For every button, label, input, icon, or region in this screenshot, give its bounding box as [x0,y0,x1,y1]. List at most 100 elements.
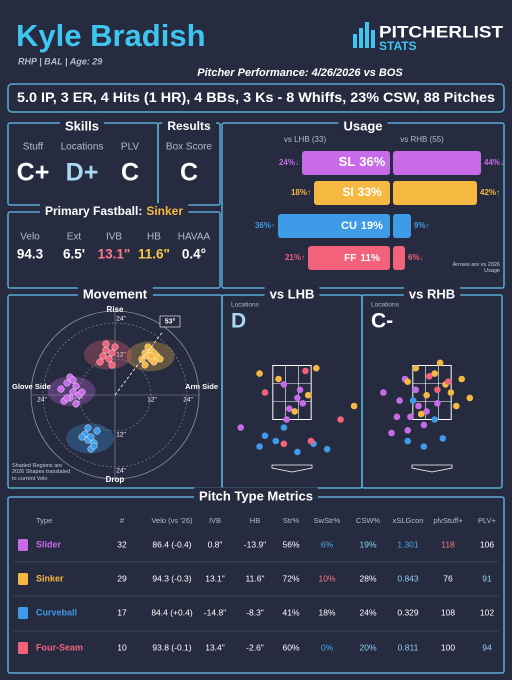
table-cell: 100 [441,642,455,652]
pitch-location [294,448,301,456]
pitch-abbr: SI [342,185,353,199]
pitch-abbr: FF [344,253,356,264]
table-cell: 18% [318,607,335,617]
table-cell: 94 [482,642,492,652]
pitch-location [426,373,433,380]
fastball-title: Primary Fastball: [45,204,142,218]
arm-angle [114,330,164,396]
pitch-location [444,378,452,386]
pitch-point [105,355,113,363]
shaded-region [83,339,132,370]
fastball-label: Ext [67,232,82,243]
title-bg [77,285,153,303]
table-cell: 102 [480,607,494,617]
usage-label-right: 44%↓ [484,158,504,167]
fastball-label: HAVAA [178,232,211,243]
pitch-location [261,432,269,440]
table-cell: 19% [359,539,376,549]
pitch-location [313,364,320,372]
home-plate [411,464,453,473]
table-cell: 93.8 (-0.1) [152,642,191,652]
result-grade: C [180,159,198,187]
pitch-location [417,410,425,418]
pitch-location [415,402,422,410]
pitch-location [439,435,447,442]
usage-label-left: 24%↓ [279,158,299,167]
logo-bar [365,22,369,48]
pitch-location [280,424,288,431]
subtitle: Pitcher Performance: 4/26/2026 vs BOS [197,67,403,79]
table-cell: Slider [36,539,62,549]
pitch-location [291,408,299,415]
pitch-location [393,413,401,421]
location-grade: D [231,310,246,333]
pitch-location [256,370,263,377]
table-cell: 10% [318,573,335,583]
fastball-value: 11.6" [138,247,170,262]
panel-title: Primary Fastball: Sinker [45,204,183,218]
table-cell: 108 [441,607,455,617]
table-cell: 17 [117,607,127,617]
pitch-location [420,443,428,450]
pitch-location [286,405,293,413]
skill-label: Stuff [23,142,44,153]
table-header: # [120,516,125,525]
home-plate [271,464,313,473]
pitch-location [431,370,439,377]
table-cell: 118 [441,539,455,549]
table-cell: 29 [117,573,127,583]
pitch-point [69,388,77,396]
overall-usage: 33% [358,185,382,199]
table-header: plvStuff+ [433,516,463,525]
table-cell: 84.4 (+0.4) [151,607,193,617]
direction: Drop [106,475,125,484]
pitch-point [99,352,107,360]
table-cell: 11.6" [246,573,265,583]
table-cell: -2.6" [246,642,264,652]
pitch-swatch [18,642,28,654]
locations-label: Locations [371,302,400,309]
title-bg [39,203,189,220]
pitch-abbr: CU [341,220,357,232]
table-cell: 41% [282,607,299,617]
table-cell: 20% [359,642,376,652]
title-bg [162,118,216,135]
panel-title: Skills [65,118,99,133]
table-cell: Four-Seam [36,642,83,652]
pitch-point [141,361,149,369]
usage-bar-left [278,214,390,238]
fastball-value: 0.4° [182,247,206,262]
table-cell: 28% [359,573,376,583]
pitch-point [57,385,65,393]
usage-bar-right [393,214,411,238]
table-cell: Sinker [36,573,64,583]
panel-title: Pitch Type Metrics [199,488,313,503]
ring-label: 24" [183,397,193,404]
table-cell: 91 [482,573,492,583]
table-cell: 0.811 [398,642,419,652]
summary: 5.0 IP, 3 ER, 4 Hits (1 HR), 4 BBs, 3 Ks… [17,89,495,105]
overall-usage: 11% [360,253,380,264]
legend-label: vs RHB (55) [400,135,444,144]
pitch-point [102,346,110,354]
skill-grade: C+ [17,159,50,187]
table-cell: 0.329 [397,607,419,617]
pitch-abbr: SL [339,154,356,169]
fastball-value: 13.1" [98,247,131,262]
pitch-point [138,355,146,363]
table-cell: 106 [480,539,494,549]
pitch-swatch [18,607,28,619]
pitch-point [96,358,104,366]
direction: Rise [107,305,124,314]
table-cell: 13.1" [205,573,225,583]
note: Arrows are vs 2026 Usage [452,262,500,275]
pitch-point [63,394,71,402]
pitch-swatch [18,539,28,551]
overall-usage: 36% [359,154,385,169]
table-header: IVB [209,516,221,525]
skill-grade: C [121,159,139,187]
ring-label: 12" [116,352,126,359]
skill-grade: D+ [66,159,99,187]
player-info: RHP | BAL | Age: 29 [18,56,102,66]
pitch-point [108,361,116,369]
